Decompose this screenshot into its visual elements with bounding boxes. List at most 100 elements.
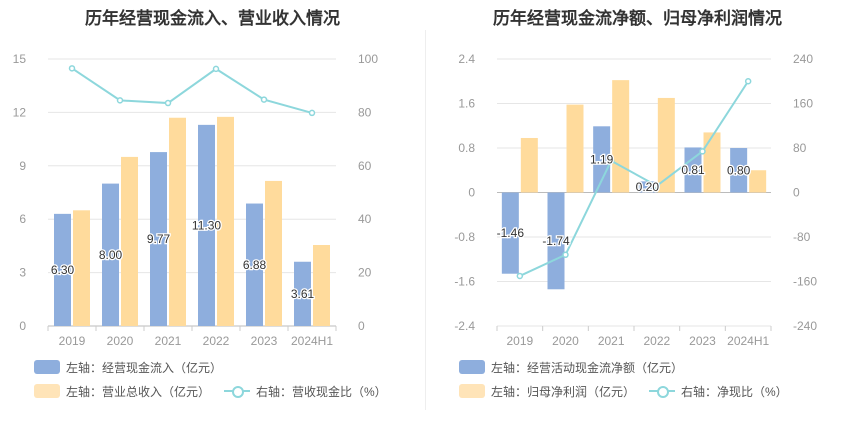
legend-label-cash-ratio: 右轴：营收现金比（%） [256, 384, 387, 399]
left-left-tick-label: 0 [19, 319, 26, 333]
legend-label-inflow: 左轴：经营现金流入（亿元） [66, 360, 223, 375]
legend-swatch-net-cashflow [459, 360, 485, 374]
right-category-label: 2020 [552, 334, 579, 348]
left-line-point [308, 109, 316, 117]
left-bar-series1 [150, 152, 167, 326]
right-line-point [744, 78, 752, 85]
left-line-point [260, 96, 268, 103]
left-bar-series2 [265, 180, 282, 326]
left-left-tick-label: 6 [19, 212, 26, 226]
left-category-label: 2020 [107, 334, 134, 348]
chart-title-right: 历年经营现金流净额、归母净利润情况 [493, 9, 782, 28]
left-left-tick-label: 12 [13, 105, 27, 119]
left-left-tick-label: 9 [19, 159, 26, 173]
left-bar-series1 [54, 213, 71, 326]
right-right-tick-label: -80 [793, 230, 811, 244]
right-right-tick-label: 160 [793, 97, 813, 111]
right-right-tick-label: 80 [793, 141, 807, 155]
right-right-tick-label: -240 [793, 319, 817, 333]
left-bar-series1 [246, 203, 263, 326]
right-right-tick-label: 0 [793, 186, 800, 200]
left-data-label: 11.30 [192, 218, 221, 232]
left-bar-series2 [169, 117, 186, 327]
right-bar-series1 [684, 147, 702, 193]
chart-left: 0 3 6 9 12 15 0 20 40 60 80 100 2019 2020 2021 2022 2023… [13, 52, 379, 348]
left-category-label: 2022 [203, 334, 230, 348]
legend-item-net-cash-ratio[interactable]: 右轴：净现比（%） [649, 383, 788, 400]
legend-swatch-revenue [34, 384, 60, 398]
right-category-label: 2019 [506, 334, 533, 348]
right-bar-series1 [547, 192, 565, 290]
right-bar-series2 [612, 80, 630, 193]
legend-left-row2: 左轴：营业总收入（亿元） 右轴：营收现金比（%） [34, 383, 401, 399]
legend-label-net-profit: 左轴：归母净利润（亿元） [491, 384, 636, 399]
left-left-tick-label: 3 [19, 266, 26, 280]
left-bar-series2 [217, 116, 234, 326]
left-left-tick-label: 15 [13, 52, 27, 66]
legend-item-inflow[interactable]: 左轴：经营现金流入（亿元） [34, 359, 222, 376]
left-bar-series1 [198, 124, 215, 326]
right-right-tick-label: -160 [793, 275, 817, 289]
legend-swatch-net-profit [459, 384, 485, 398]
left-bar-series2 [313, 245, 330, 326]
legend-right-row1: 左轴：经营活动现金流净额（亿元） [459, 359, 697, 375]
right-right-tick-label: 240 [793, 52, 813, 66]
legend-item-revenue[interactable]: 左轴：营业总收入（亿元） [34, 383, 210, 400]
panel-divider [425, 30, 426, 410]
left-category-label: 2024H1 [291, 334, 333, 348]
left-right-tick-label: 20 [358, 266, 372, 280]
right-left-tick-label: 0 [468, 186, 475, 200]
legend-label-net-cash-ratio: 右轴：净现比（%） [681, 384, 788, 399]
right-left-tick-label: 0.8 [458, 141, 475, 155]
left-line-point [164, 99, 172, 107]
left-category-label: 2023 [251, 334, 278, 348]
left-data-label: 6.30 [51, 263, 75, 277]
right-line-series [519, 80, 750, 277]
left-right-tick-label: 40 [358, 212, 372, 226]
right-data-label: 0.20 [636, 180, 660, 194]
right-bar-series2 [749, 170, 767, 193]
right-category-label: 2022 [643, 334, 670, 348]
right-left-tick-label: -0.8 [454, 230, 475, 244]
legend-label-net-cashflow: 左轴：经营活动现金流净额（亿元） [491, 360, 684, 375]
left-bar-series1 [294, 261, 311, 326]
left-category-label: 2021 [155, 334, 182, 348]
right-data-label: 1.19 [590, 152, 614, 166]
left-right-tick-label: 60 [358, 159, 372, 173]
right-bar-series1 [593, 126, 611, 193]
right-bar-series2 [520, 137, 538, 193]
left-right-tick-label: 80 [358, 105, 372, 119]
left-line-point [212, 65, 220, 73]
right-line-point [562, 251, 569, 259]
legend-swatch-cash-ratio [224, 384, 251, 398]
left-category-label: 2019 [59, 334, 86, 348]
right-left-tick-label: 2.4 [458, 52, 475, 66]
right-category-label: 2023 [689, 334, 716, 348]
left-data-label: 6.88 [243, 258, 267, 272]
left-bar-series1 [102, 183, 119, 326]
right-bar-series2 [566, 104, 584, 193]
left-right-tick-label: 100 [358, 52, 378, 66]
right-data-label: 0.80 [727, 163, 751, 177]
left-line-point [116, 97, 124, 104]
right-bar-series2 [657, 97, 675, 193]
right-left-tick-label: -1.6 [454, 275, 475, 289]
right-data-label: 0.81 [681, 163, 705, 177]
left-line-series [71, 67, 313, 114]
right-category-label: 2021 [598, 334, 625, 348]
right-bar-series1 [730, 148, 748, 193]
left-bar-series2 [73, 210, 90, 326]
right-bar-series1 [638, 181, 656, 193]
right-left-tick-label: 1.6 [458, 97, 475, 111]
legend-item-net-cashflow[interactable]: 左轴：经营活动现金流净额（亿元） [459, 359, 683, 376]
right-line-point [653, 182, 661, 190]
legend-label-revenue: 左轴：营业总收入（亿元） [66, 384, 211, 399]
chart-panel-right: 历年经营现金流净额、归母净利润情况 -2.4 -1.6 -0.8 0 0.8 1.6 2.4… [425, 0, 850, 437]
left-data-label: 9.77 [147, 232, 171, 246]
left-data-label: 3.61 [291, 287, 315, 301]
legend-item-cash-ratio[interactable]: 右轴：营收现金比（%） [224, 383, 387, 400]
right-line-point [516, 272, 524, 280]
right-data-label: -1.46 [497, 226, 525, 240]
legend-item-net-profit[interactable]: 左轴：归母净利润（亿元） [459, 383, 635, 400]
left-right-tick-label: 0 [358, 319, 365, 333]
